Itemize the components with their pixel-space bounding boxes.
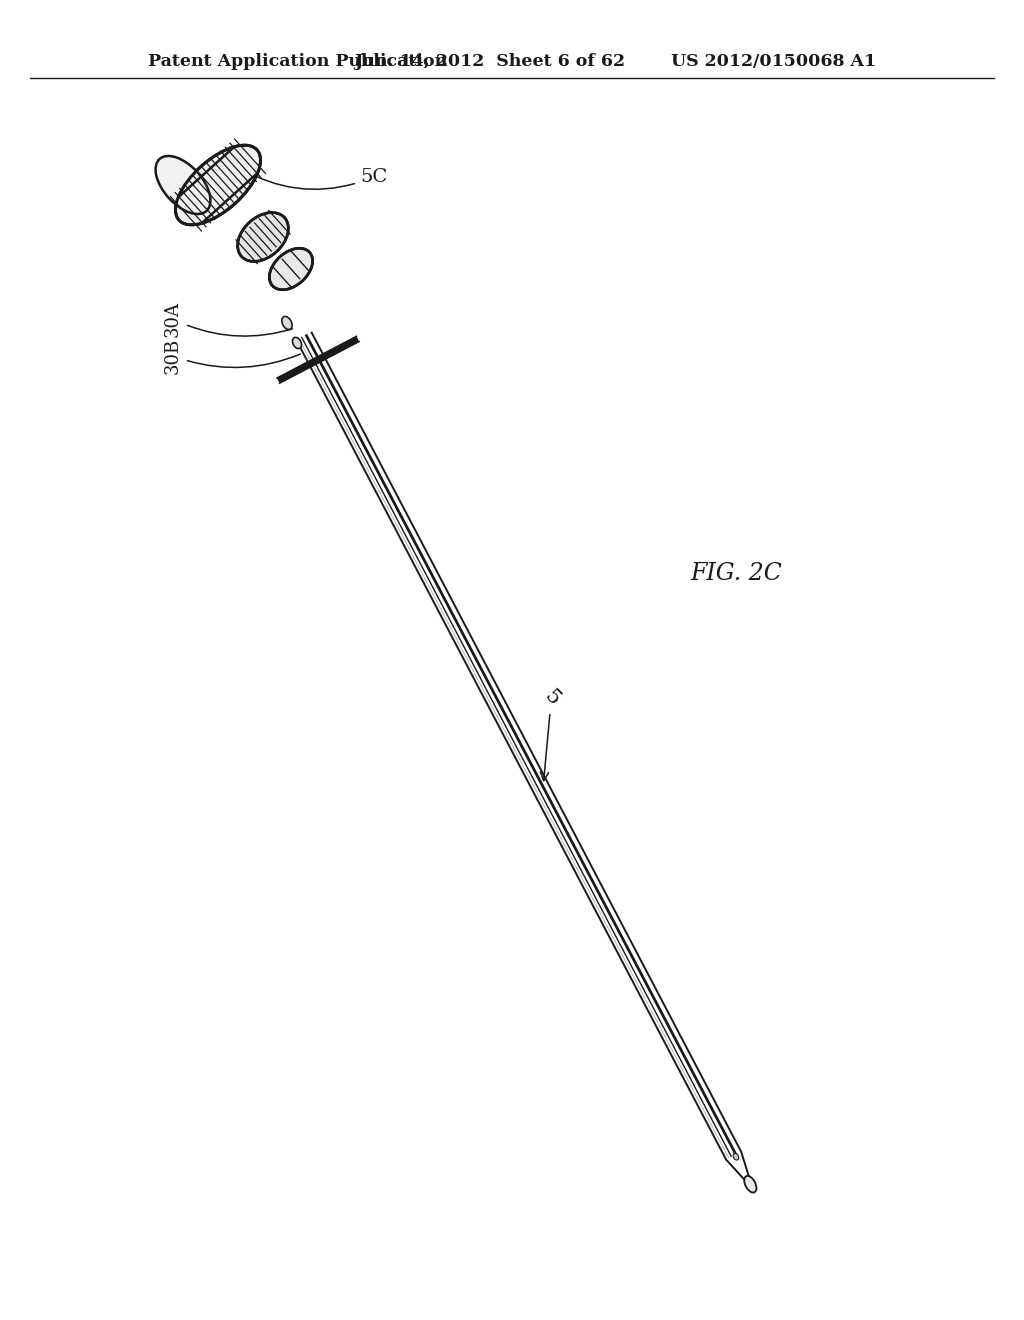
Ellipse shape	[175, 145, 260, 224]
Text: 30B: 30B	[164, 338, 300, 374]
Text: Jun. 14, 2012  Sheet 6 of 62: Jun. 14, 2012 Sheet 6 of 62	[354, 54, 626, 70]
Ellipse shape	[282, 317, 292, 330]
Text: FIG. 2C: FIG. 2C	[690, 561, 782, 585]
Ellipse shape	[733, 1154, 738, 1160]
Text: 5C: 5C	[241, 168, 387, 189]
Text: 5: 5	[540, 686, 563, 780]
Text: 30A: 30A	[164, 301, 292, 337]
Ellipse shape	[269, 248, 312, 290]
Text: US 2012/0150068 A1: US 2012/0150068 A1	[671, 54, 876, 70]
Text: Patent Application Publication: Patent Application Publication	[148, 54, 447, 70]
Ellipse shape	[293, 338, 301, 348]
Ellipse shape	[238, 213, 289, 261]
Ellipse shape	[156, 156, 211, 214]
Ellipse shape	[744, 1176, 757, 1192]
